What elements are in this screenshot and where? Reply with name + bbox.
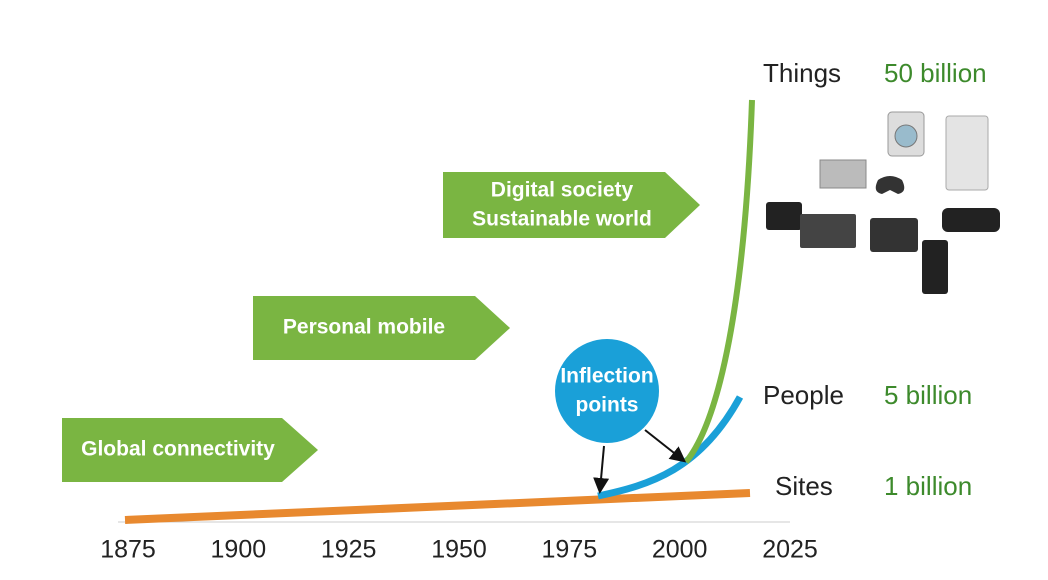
sites-curve — [124, 489, 751, 524]
series-count: 5 billion — [884, 380, 972, 410]
banner-shape — [443, 172, 700, 238]
arrow — [644, 429, 687, 463]
x-tick-label: 1975 — [542, 536, 598, 564]
series-count: 1 billion — [884, 471, 972, 501]
banner-text: Digital society — [491, 179, 634, 202]
x-tick-label: 1875 — [100, 536, 156, 564]
series-name: Things — [763, 58, 841, 88]
banner-text: Personal mobile — [283, 316, 445, 339]
series-name: People — [763, 380, 844, 410]
banner-text: Sustainable world — [472, 208, 652, 231]
arrow — [593, 445, 610, 494]
people-curve — [597, 395, 744, 500]
x-tick-label: 1925 — [321, 536, 377, 564]
x-tick-label: 2000 — [652, 536, 708, 564]
device-icons — [766, 111, 1000, 294]
banner-shape — [62, 418, 318, 482]
series-name: Sites — [775, 471, 833, 501]
callout-text: points — [576, 394, 639, 417]
banner-text: Global connectivity — [81, 438, 275, 461]
callout-text: Inflection — [560, 365, 653, 388]
banner-shape — [253, 296, 510, 360]
x-tick-label: 1900 — [211, 536, 267, 564]
x-tick-label: 1950 — [431, 536, 487, 564]
series-count: 50 billion — [884, 58, 987, 88]
things-curve — [683, 99, 755, 464]
x-tick-label: 2025 — [762, 536, 818, 564]
callout-circle — [555, 339, 659, 443]
